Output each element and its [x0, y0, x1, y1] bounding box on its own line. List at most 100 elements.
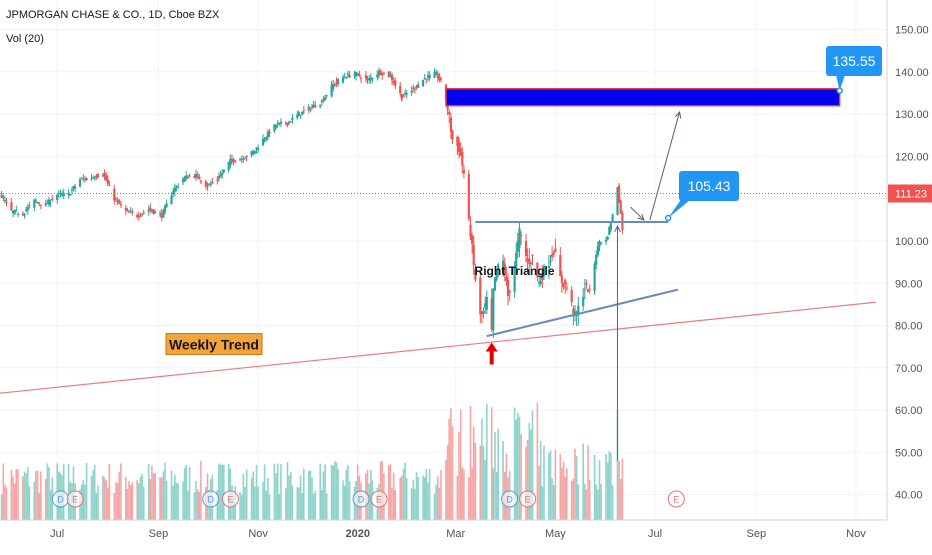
candle-body [585, 283, 588, 285]
y-tick-label: 70.00 [895, 363, 923, 375]
volume-bar [13, 483, 16, 520]
candle-body [376, 74, 379, 78]
volume-bar [286, 461, 289, 520]
volume-bar [345, 470, 348, 520]
volume-bar [265, 490, 268, 520]
candle-body [588, 288, 591, 290]
candle-body [193, 176, 196, 178]
volume-bar [0, 494, 3, 520]
volume-bar [428, 469, 431, 520]
volume-bar [536, 402, 539, 520]
event-marker-label: E [227, 495, 233, 505]
candle-body [221, 172, 224, 176]
candle-body [448, 111, 451, 115]
volume-bar [290, 471, 292, 520]
volume-bar [541, 486, 544, 520]
candle-body [252, 151, 255, 155]
volume-bar [262, 482, 264, 520]
candle-body [26, 207, 29, 211]
volume-bar [267, 478, 269, 520]
volume-bar [582, 443, 584, 520]
candle-body [250, 151, 253, 156]
volume-bar [461, 467, 464, 520]
volume-bar [105, 480, 107, 520]
volume-bar [606, 462, 609, 520]
volume-bar [448, 418, 450, 520]
volume-bar [303, 468, 305, 520]
candle-body [196, 174, 199, 176]
candle-body [541, 273, 544, 281]
candle-body [433, 72, 436, 78]
candle-body [263, 138, 266, 142]
candle-body [529, 262, 532, 264]
candle-body [21, 213, 24, 216]
candle-body [243, 158, 247, 160]
candle-body [255, 147, 258, 150]
candle-body [33, 199, 36, 208]
candle-body [279, 121, 283, 124]
candle-body [516, 240, 519, 252]
candle-body [25, 210, 28, 211]
x-tick-label: Jul [648, 528, 662, 540]
volume-bar [482, 446, 485, 520]
candle-body [299, 115, 302, 117]
candle-body [479, 277, 482, 315]
volume-bar [128, 480, 130, 520]
candle-body [101, 175, 104, 177]
volume-bar [539, 440, 542, 520]
volume-bar [301, 492, 303, 520]
candle-body [216, 179, 219, 181]
volume-bar [342, 480, 344, 520]
volume-bar [433, 493, 436, 520]
volume-bar [188, 466, 191, 520]
volume-bar [198, 492, 201, 520]
breakout-callout-box [679, 171, 739, 201]
volume-bar [564, 476, 566, 520]
candle-body [456, 136, 459, 146]
candle-body [358, 73, 361, 77]
candle-body [229, 158, 232, 166]
volume-bar [97, 485, 99, 520]
y-tick-label: 60.00 [895, 405, 923, 417]
y-tick-label: 100.00 [895, 236, 929, 248]
candle-body [152, 209, 155, 214]
volume-bar [417, 477, 419, 520]
volume-bar [337, 468, 339, 520]
volume-bar [451, 425, 454, 520]
candle-body [606, 236, 609, 240]
candle-body [371, 78, 374, 80]
candle-body [141, 213, 144, 215]
candle-body [114, 198, 118, 200]
candle-body [490, 298, 493, 330]
candle-body [608, 226, 611, 235]
y-tick-label: 50.00 [895, 447, 923, 459]
candle-body [150, 209, 153, 212]
volume-bar [218, 463, 220, 520]
candle-body [309, 109, 312, 111]
volume-bar [254, 486, 256, 520]
target-zone-box [445, 88, 841, 107]
volume-bar [164, 462, 166, 520]
candle-body [208, 184, 211, 185]
candle-body [389, 75, 392, 77]
candle-body [573, 311, 577, 316]
volume-bar [597, 489, 599, 520]
candle-body [307, 106, 310, 111]
candle-body [366, 79, 369, 81]
candle-body [38, 202, 41, 204]
volume-bar [388, 465, 390, 520]
candle-body [186, 177, 189, 179]
volume-bar [471, 467, 473, 520]
volume-bar [48, 467, 50, 520]
candle-body [126, 210, 129, 212]
volume-bar [314, 490, 317, 520]
candle-body [3, 200, 6, 202]
volume-bar [618, 460, 620, 520]
candle-body [387, 71, 390, 77]
volume-bar [435, 484, 437, 520]
candle-body [596, 245, 599, 256]
volume-bar [570, 480, 573, 520]
x-tick-label: 2020 [345, 528, 369, 540]
candle-body [593, 264, 596, 292]
